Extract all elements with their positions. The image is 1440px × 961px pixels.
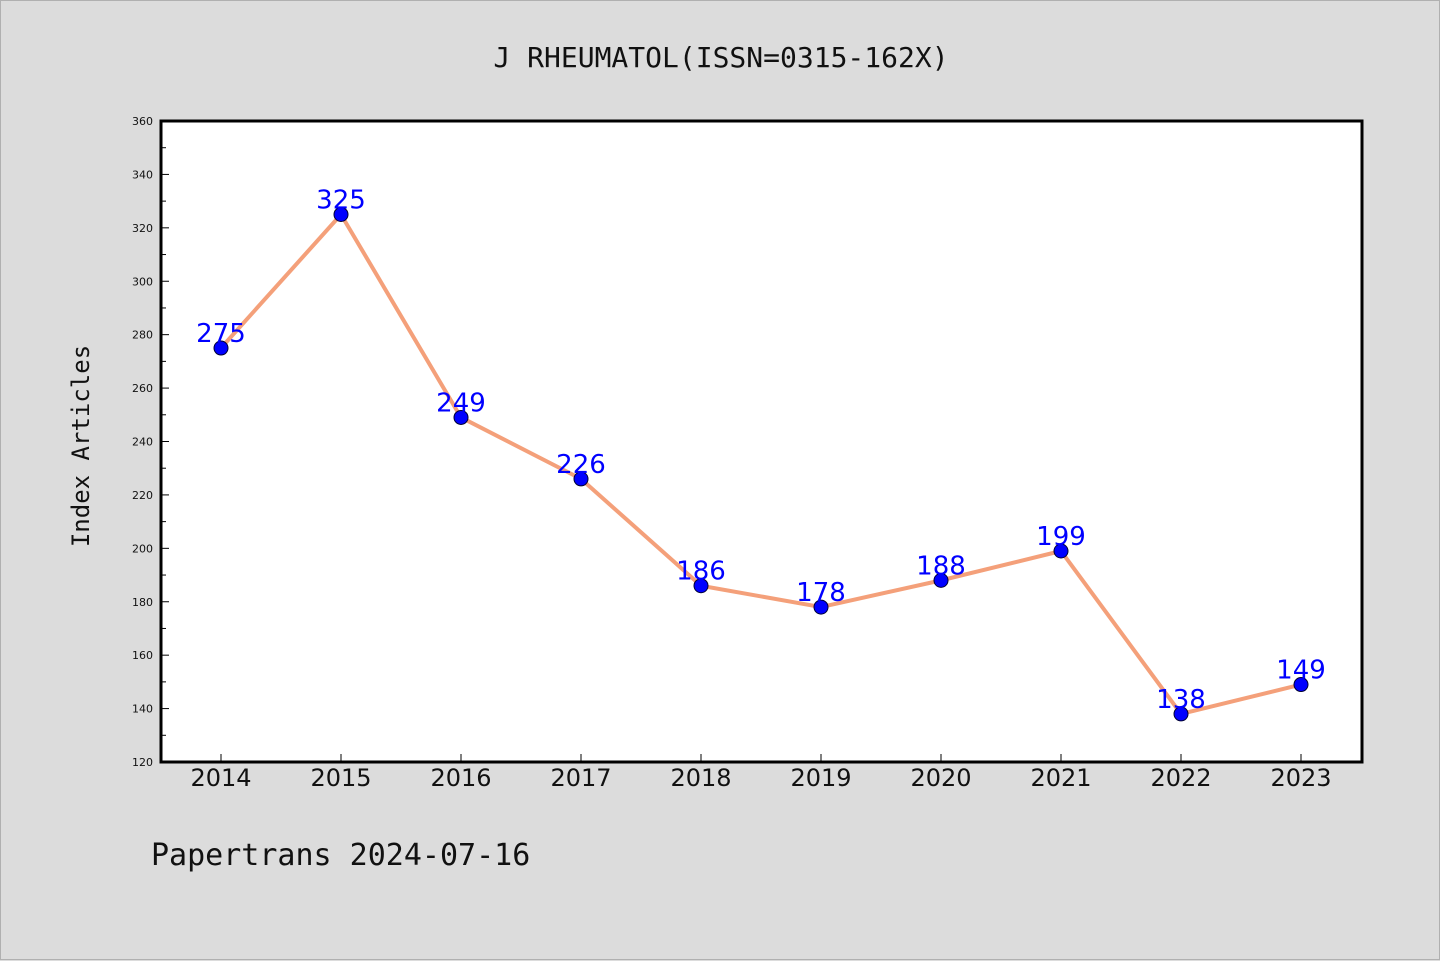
data-label: 275 [196,319,246,349]
data-point [333,206,349,222]
x-tick-label: 2017 [550,764,611,792]
data-point [933,572,949,588]
data-point [1293,677,1309,693]
data-point [1053,543,1069,559]
x-tick-label: 2020 [910,764,971,792]
data-label: 199 [1036,522,1086,552]
x-tick-label: 2016 [430,764,491,792]
y-tick-label: 160 [132,649,153,662]
y-tick-label: 280 [132,329,153,342]
data-label: 186 [676,557,726,587]
data-point [1173,706,1189,722]
x-axis: 2014 2015 2016 2017 2018 2019 2020 2021 2022 2023 [190,754,1332,792]
plot-area [159,119,1364,764]
data-labels: 275 325 249 226 186 178 188 199 138 149 [196,185,1326,714]
data-point [213,340,229,356]
x-tick-label: 2023 [1270,764,1331,792]
data-label: 188 [916,551,966,581]
data-label: 138 [1156,685,1206,715]
data-point [453,409,469,425]
y-tick-label: 360 [132,115,153,128]
x-tick-label: 2018 [670,764,731,792]
data-point [573,471,589,487]
x-tick-label: 2022 [1150,764,1211,792]
data-point [813,599,829,615]
y-tick-label: 180 [132,596,153,609]
data-label: 149 [1276,656,1326,686]
data-markers [213,206,1309,722]
data-point [693,578,709,594]
data-label: 226 [556,450,606,480]
series-line [219,212,1302,716]
y-tick-label: 320 [132,222,153,235]
x-tick-label: 2019 [790,764,851,792]
series-line-group [219,212,1302,716]
y-tick-label: 340 [132,168,153,181]
y-tick-label: 200 [132,542,153,555]
x-tick-label: 2015 [310,764,371,792]
y-tick-label: 140 [132,703,153,716]
y-axis: 120 140 160 180 200 220 240 260 280 300 320 340 360 [132,115,169,769]
y-tick-label: 300 [132,275,153,288]
x-tick-label: 2014 [190,764,251,792]
y-axis-label: Index Articles [67,345,95,547]
y-tick-label: 260 [132,382,153,395]
y-tick-label: 120 [132,756,153,769]
data-label: 178 [796,578,846,608]
chart-title: J RHEUMATOL(ISSN=0315-162X) [493,41,948,74]
y-tick-label: 220 [132,489,153,502]
data-label: 249 [436,388,486,418]
x-tick-label: 2021 [1030,764,1091,792]
data-label: 325 [316,185,366,215]
y-tick-label: 240 [132,436,153,449]
footer-text: Papertrans 2024-07-16 [151,838,530,873]
